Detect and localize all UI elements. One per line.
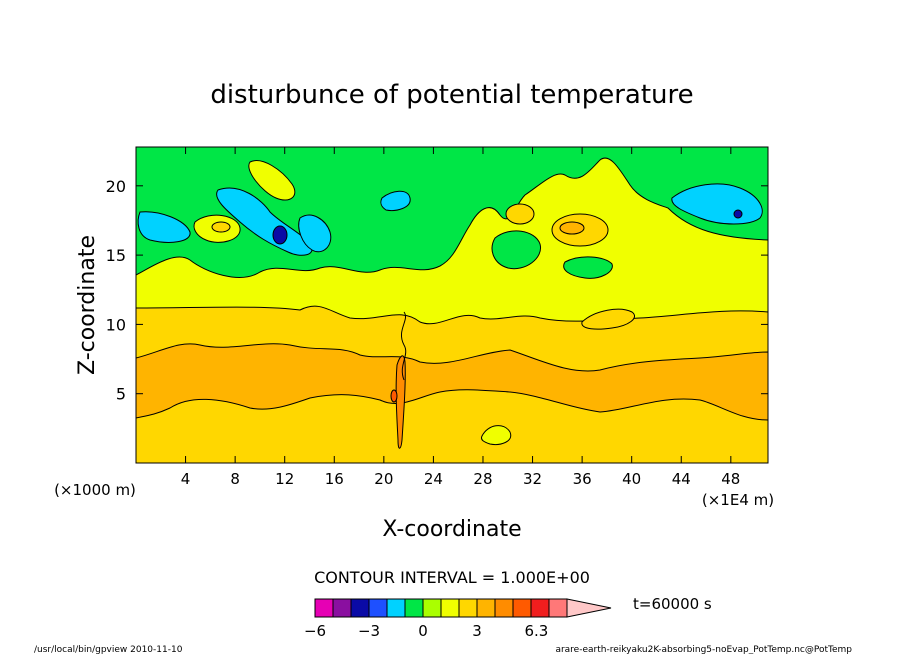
colorbar-ticks: −6 −3 0 3 6.3 [304, 622, 548, 640]
chart-title: disturbunce of potential temperature [210, 80, 693, 110]
colorbar [314, 598, 612, 618]
x-tick-label-2: 12 [275, 470, 294, 488]
colorbar-box-4 [386, 598, 406, 618]
x-tick-label-10: 44 [672, 470, 691, 488]
x-tick-label-9: 40 [622, 470, 641, 488]
colorbar-box-1 [332, 598, 352, 618]
field-cyan-left [137, 211, 191, 243]
y-axis-label: Z-coordinate [75, 235, 100, 375]
x-tick-label-4: 20 [374, 470, 393, 488]
field-yellow-island-1 [248, 160, 296, 201]
time-label: t=60000 s [633, 595, 712, 613]
field-red-cell [390, 389, 398, 403]
field-cyan-upper-left [216, 187, 313, 256]
field-orange-island-2 [505, 203, 535, 225]
colorbar-label-1: −3 [358, 622, 380, 640]
plot-frame [135, 146, 769, 464]
colorbar-box-10 [494, 598, 514, 618]
field-cyan-center [380, 190, 411, 211]
field-green-island-1 [491, 230, 541, 270]
field-dark-blue-3 [733, 209, 743, 219]
field-yellow-island-3 [481, 425, 512, 445]
colorbar-box-6 [422, 598, 442, 618]
colorbar-label-2: 0 [418, 622, 428, 640]
x-tick-label-8: 36 [573, 470, 592, 488]
colorbar-box-13 [548, 598, 568, 618]
colorbar-box-3 [368, 598, 388, 618]
colorbar-label-0: −6 [304, 622, 326, 640]
x-tick-label-11: 48 [721, 470, 740, 488]
colorbar-box-9 [476, 598, 496, 618]
field-green-island-2 [563, 256, 613, 279]
colorbar-box-8 [458, 598, 478, 618]
x-axis-label: X-coordinate [382, 517, 521, 542]
y-tick-label-3: 20 [106, 177, 126, 196]
x-tick-label-0: 4 [181, 470, 191, 488]
x-tick-label-3: 16 [325, 470, 344, 488]
x-unit-right: (×1E4 m) [702, 491, 774, 509]
field-dark-blue-1 [272, 225, 288, 245]
field-orange-island-5 [581, 308, 635, 330]
colorbar-box-12 [530, 598, 550, 618]
y-axis: 5 10 15 20 [106, 177, 768, 404]
field-cyan-mid [298, 214, 332, 253]
field-plume [395, 355, 406, 449]
x-unit-left: (×1000 m) [54, 481, 136, 499]
y-tick-label-1: 10 [106, 315, 126, 334]
colorbar-box-0 [314, 598, 334, 618]
x-tick-label-6: 28 [473, 470, 492, 488]
field-contour-line [400, 311, 407, 381]
field-orange-island-1 [211, 221, 231, 233]
field-orange [136, 343, 768, 421]
x-tick-label-5: 24 [424, 470, 443, 488]
contour-field [136, 147, 768, 463]
colorbar-label-3: 3 [472, 622, 482, 640]
colorbar-arrow [566, 598, 612, 618]
y-tick-label-2: 15 [106, 246, 126, 265]
colorbar-box-11 [512, 598, 532, 618]
y-tick-label-0: 5 [116, 385, 126, 404]
colorbar-box-7 [440, 598, 460, 618]
contour-interval: CONTOUR INTERVAL = 1.000E+00 [314, 568, 590, 587]
footer-left: /usr/local/bin/gpview 2010-11-10 [34, 645, 183, 654]
footer-right: arare-earth-reikyaku2K-absorbing5-noEvap… [555, 645, 852, 654]
x-axis: 4 8 12 16 20 24 28 32 36 40 44 48 [181, 147, 740, 488]
x-tick-label-7: 32 [523, 470, 542, 488]
colorbar-box-2 [350, 598, 370, 618]
x-tick-label-1: 8 [230, 470, 240, 488]
colorbar-label-4: 6.3 [524, 622, 548, 640]
colorbar-box-5 [404, 598, 424, 618]
field-orange-island-4 [559, 221, 585, 235]
